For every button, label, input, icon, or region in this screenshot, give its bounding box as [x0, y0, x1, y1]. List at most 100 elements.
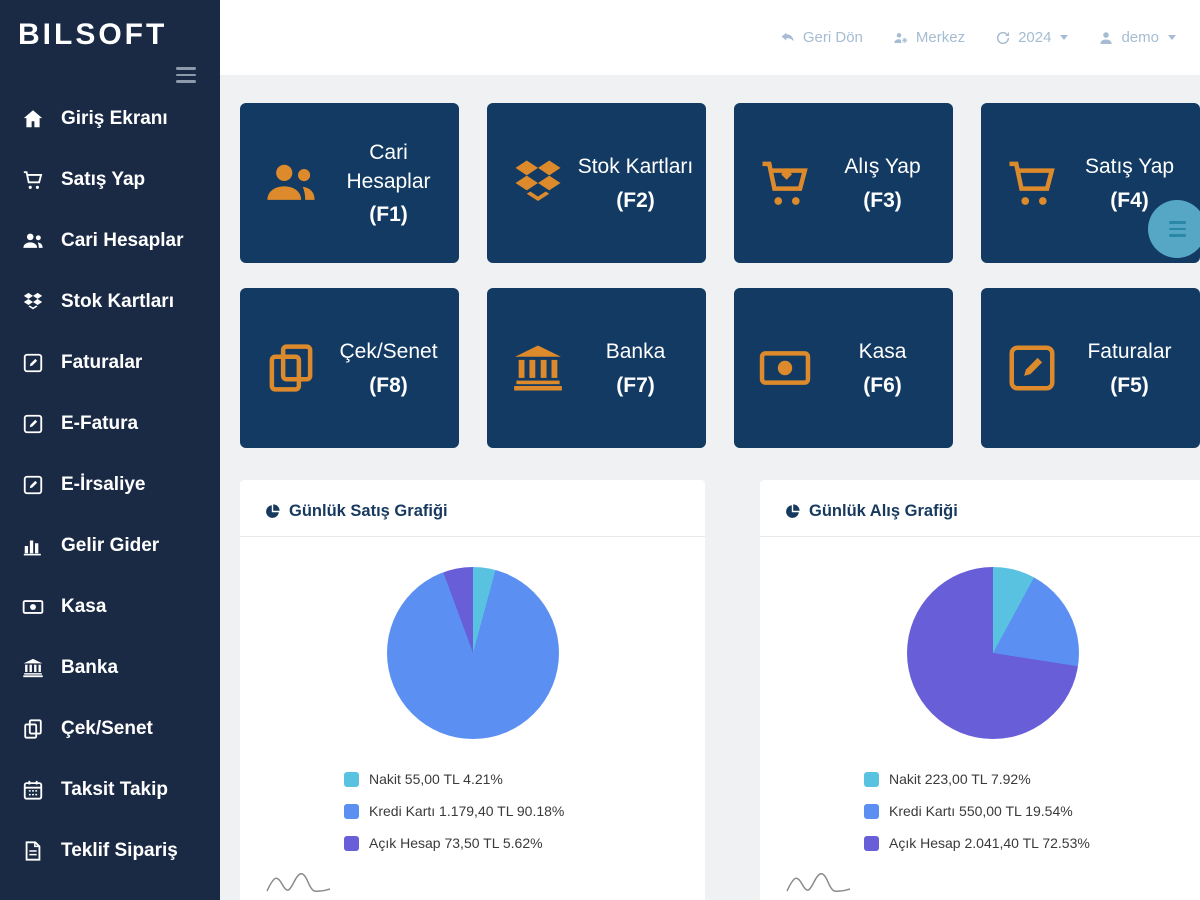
tile-fkey: (F4) [1110, 188, 1149, 212]
tile-kasa[interactable]: Kasa (F6) [734, 288, 953, 448]
legend-item[interactable]: Kredi Kartı 550,00 TL 19.54% [864, 803, 1200, 819]
tile-fkey: (F2) [616, 188, 655, 212]
divider [760, 536, 1200, 537]
legend-label: Kredi Kartı 1.179,40 TL 90.18% [369, 803, 565, 819]
sidebar-item-label: Cari Hesaplar [61, 229, 184, 251]
tile-stok-kartlari[interactable]: Stok Kartları (F2) [487, 103, 706, 263]
sidebar-item-label: Stok Kartları [61, 290, 174, 312]
edit-icon [20, 413, 46, 435]
back-link-label: Geri Dön [802, 29, 863, 46]
tile-faturalar[interactable]: Faturalar (F5) [981, 288, 1200, 448]
legend-item[interactable]: Açık Hesap 2.041,40 TL 72.53% [864, 835, 1200, 851]
year-selector[interactable]: 2024 [995, 29, 1069, 46]
sidebar-item-stok-kartlari[interactable]: Stok Kartları [0, 271, 220, 332]
shortcut-tiles: Cari Hesaplar (F1) Stok Kartları (F2) Al… [240, 103, 1200, 448]
money-icon [758, 341, 812, 395]
legend-label: Açık Hesap 73,50 TL 5.62% [369, 835, 543, 851]
bank-icon [511, 341, 565, 395]
tile-fkey: (F1) [369, 202, 408, 226]
tile-title: Alış Yap [844, 155, 921, 179]
box-icon [20, 291, 46, 313]
sidebar-item-e-fatura[interactable]: E-Fatura [0, 393, 220, 454]
sidebar-item-kasa[interactable]: Kasa [0, 576, 220, 637]
purchase-pie-chart[interactable] [906, 567, 1079, 739]
merkez-link[interactable]: Merkez [893, 29, 965, 46]
sidebar-item-label: Kasa [61, 595, 107, 617]
tile-title: Kasa [858, 340, 907, 364]
sidebar-item-cek-senet[interactable]: Çek/Senet [0, 698, 220, 759]
legend-item[interactable]: Nakit 55,00 TL 4.21% [344, 771, 681, 787]
copy-icon [20, 718, 46, 740]
tile-title: Stok Kartları [577, 155, 694, 179]
legend-label: Açık Hesap 2.041,40 TL 72.53% [889, 835, 1090, 851]
tile-banka[interactable]: Banka (F7) [487, 288, 706, 448]
pie-chart-icon [266, 504, 280, 518]
sidebar-item-teklif-siparis[interactable]: Teklif Sipariş [0, 820, 220, 881]
sidebar-item-label: E-Fatura [61, 412, 139, 434]
daily-sales-chart-card: Günlük Satış Grafiği Nakit 55,00 TL 4.21… [240, 480, 705, 900]
quick-menu-toggle[interactable] [1148, 200, 1200, 258]
sidebar-item-taksit-takip[interactable]: Taksit Takip [0, 759, 220, 820]
main-content: Cari Hesaplar (F1) Stok Kartları (F2) Al… [220, 75, 1200, 900]
mini-sparkline [786, 867, 1200, 898]
tile-fkey: (F3) [863, 188, 902, 212]
cart-icon [20, 169, 46, 191]
sidebar-item-banka[interactable]: Banka [0, 637, 220, 698]
legend-swatch [344, 771, 359, 787]
year-selector-label: 2024 [1018, 29, 1052, 46]
cart-icon [1005, 156, 1059, 210]
edit-icon [1005, 341, 1059, 395]
chevron-down-icon [1168, 35, 1176, 40]
tile-fkey: (F5) [1110, 373, 1149, 397]
users-icon [264, 156, 318, 210]
edit-icon [20, 352, 46, 374]
sidebar-item-label: Taksit Takip [61, 778, 168, 800]
refresh-icon [995, 30, 1011, 46]
sidebar-item-label: Faturalar [61, 351, 143, 373]
chart-title: Günlük Satış Grafiği [289, 502, 448, 520]
mini-sparkline [266, 867, 681, 898]
sidebar-menu: Giriş Ekranı Satış Yap Cari Hesaplar Sto… [0, 88, 220, 900]
legend-item[interactable]: Nakit 223,00 TL 7.92% [864, 771, 1200, 787]
tile-title: Banka [605, 340, 666, 364]
pie-chart-icon [786, 504, 800, 518]
legend-item[interactable]: Açık Hesap 73,50 TL 5.62% [344, 835, 681, 851]
chevron-down-icon [1060, 35, 1069, 40]
tile-cari-hesaplar[interactable]: Cari Hesaplar (F1) [240, 103, 459, 263]
user-icon [1098, 30, 1114, 46]
tile-fkey: (F8) [369, 373, 408, 397]
sidebar-item-gelir-gider[interactable]: Gelir Gider [0, 515, 220, 576]
sidebar-item-label: Giriş Ekranı [61, 107, 168, 129]
sidebar-item-cari-hesaplar[interactable]: Cari Hesaplar [0, 210, 220, 271]
home-icon [20, 108, 46, 130]
chart-card-header: Günlük Satış Grafiği [264, 502, 681, 521]
tile-title: Faturalar [1087, 340, 1172, 364]
legend-label: Kredi Kartı 550,00 TL 19.54% [889, 803, 1073, 819]
sidebar-item-label: Gelir Gider [61, 534, 160, 556]
brand-logo: BILSOFT [18, 18, 168, 51]
legend-item[interactable]: Kredi Kartı 1.179,40 TL 90.18% [344, 803, 681, 819]
sales-pie-chart[interactable] [386, 567, 559, 739]
divider [240, 536, 705, 537]
legend-swatch [864, 771, 879, 787]
sidebar-item-label: Satış Yap [61, 168, 146, 190]
sidebar-item-giris-ekrani[interactable]: Giriş Ekranı [0, 88, 220, 149]
file-icon [20, 840, 46, 862]
sidebar-item-label: E-İrsaliye [61, 473, 146, 495]
purchase-legend: Nakit 223,00 TL 7.92% Kredi Kartı 550,00… [784, 771, 1200, 851]
sidebar-item-faturalar[interactable]: Faturalar [0, 332, 220, 393]
legend-label: Nakit 55,00 TL 4.21% [369, 771, 503, 787]
sidebar-item-satis-yap[interactable]: Satış Yap [0, 149, 220, 210]
user-menu[interactable]: demo [1098, 29, 1176, 46]
tile-alis-yap[interactable]: Alış Yap (F3) [734, 103, 953, 263]
top-header: Geri Dön Merkez 2024 demo [220, 0, 1200, 75]
tile-cek-senet[interactable]: Çek/Senet (F8) [240, 288, 459, 448]
daily-purchase-chart-card: Günlük Alış Grafiği Nakit 223,00 TL 7.92… [760, 480, 1200, 900]
back-link[interactable]: Geri Dön [780, 29, 863, 46]
chart-card-header: Günlük Alış Grafiği [784, 502, 1200, 521]
sidebar-item-e-irsaliye[interactable]: E-İrsaliye [0, 454, 220, 515]
sidebar-collapse-icon[interactable] [176, 63, 196, 87]
tile-title: Satış Yap [1084, 155, 1175, 179]
sidebar-item-label: Banka [61, 656, 119, 678]
sidebar-item-raporlar[interactable]: Raporlar [0, 881, 220, 900]
